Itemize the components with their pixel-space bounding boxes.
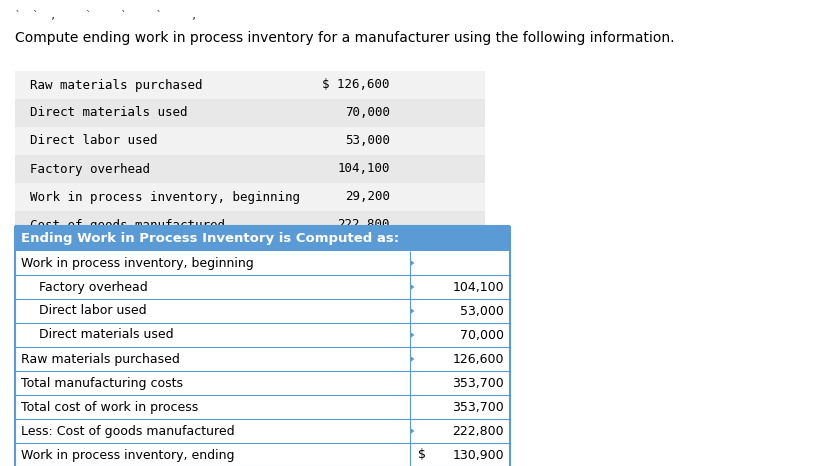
- Bar: [15, 443, 509, 466]
- Text: 130,900: 130,900: [452, 448, 504, 461]
- Text: 53,000: 53,000: [459, 304, 504, 317]
- Bar: [15, 99, 484, 127]
- Text: 353,700: 353,700: [452, 400, 504, 413]
- Bar: [15, 155, 484, 183]
- Text: Cost of goods manufactured: Cost of goods manufactured: [30, 219, 224, 232]
- Text: Compute ending work in process inventory for a manufacturer using the following : Compute ending work in process inventory…: [15, 31, 674, 45]
- Text: $: $: [418, 448, 426, 461]
- Text: Total manufacturing costs: Total manufacturing costs: [21, 377, 183, 390]
- Bar: [15, 395, 509, 419]
- Text: 53,000: 53,000: [345, 135, 390, 148]
- Bar: [15, 347, 509, 371]
- Text: Ending Work in Process Inventory is Computed as:: Ending Work in Process Inventory is Comp…: [21, 232, 399, 245]
- Bar: [15, 127, 484, 155]
- Bar: [15, 183, 484, 211]
- Polygon shape: [410, 308, 414, 314]
- Text: 70,000: 70,000: [345, 107, 390, 119]
- Text: 104,100: 104,100: [452, 281, 504, 294]
- Bar: [15, 371, 509, 395]
- Text: Direct labor used: Direct labor used: [39, 304, 147, 317]
- Text: Raw materials purchased: Raw materials purchased: [21, 352, 179, 365]
- Bar: [15, 419, 509, 443]
- Polygon shape: [410, 333, 414, 337]
- Text: Direct materials used: Direct materials used: [30, 107, 188, 119]
- Bar: [15, 251, 509, 275]
- Text: 126,600: 126,600: [452, 352, 504, 365]
- Text: $ 126,600: $ 126,600: [322, 78, 390, 91]
- Text: Factory overhead: Factory overhead: [39, 281, 147, 294]
- Polygon shape: [410, 260, 414, 266]
- Polygon shape: [410, 285, 414, 289]
- Text: Work in process inventory, beginning: Work in process inventory, beginning: [30, 191, 300, 204]
- Bar: [15, 211, 484, 239]
- Bar: [15, 299, 509, 323]
- Text: Raw materials purchased: Raw materials purchased: [30, 78, 202, 91]
- Text: Less: Cost of goods manufactured: Less: Cost of goods manufactured: [21, 425, 234, 438]
- Polygon shape: [410, 356, 414, 362]
- Text: Direct materials used: Direct materials used: [39, 329, 174, 342]
- Bar: [15, 71, 484, 99]
- Text: Work in process inventory, ending: Work in process inventory, ending: [21, 448, 234, 461]
- Text: `  `  ,     `     `     `     ,: ` ` , ` ` ` ,: [15, 11, 197, 21]
- Text: 353,700: 353,700: [452, 377, 504, 390]
- Text: 70,000: 70,000: [459, 329, 504, 342]
- Text: Factory overhead: Factory overhead: [30, 163, 150, 176]
- Polygon shape: [410, 429, 414, 433]
- Text: 104,100: 104,100: [337, 163, 390, 176]
- Bar: [15, 226, 509, 251]
- Text: 222,800: 222,800: [452, 425, 504, 438]
- Bar: [15, 275, 509, 299]
- Bar: [15, 323, 509, 347]
- Text: 29,200: 29,200: [345, 191, 390, 204]
- Text: 222,800: 222,800: [337, 219, 390, 232]
- Text: Total cost of work in process: Total cost of work in process: [21, 400, 198, 413]
- Text: Direct labor used: Direct labor used: [30, 135, 157, 148]
- Text: Work in process inventory, beginning: Work in process inventory, beginning: [21, 256, 253, 269]
